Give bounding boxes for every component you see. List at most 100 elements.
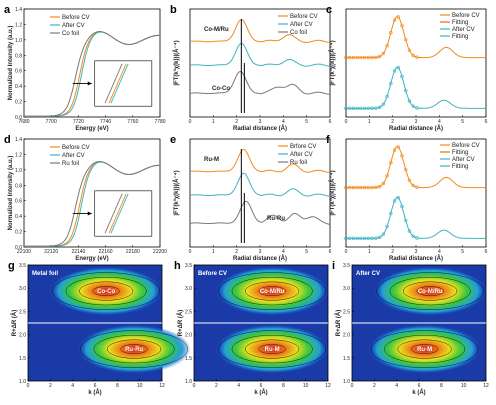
y-tick-label: 2.0: [185, 333, 192, 339]
panel-label-a: a: [4, 4, 11, 16]
annotation-1: Co-M/Ru: [204, 27, 229, 33]
x-tick-label: 4: [71, 383, 74, 389]
series-line-0: [189, 19, 331, 43]
x-tick-label: 22100: [17, 249, 31, 255]
spot-label: Co-M/Ru: [260, 289, 285, 295]
legend-entry: Brfore CV: [290, 144, 316, 150]
contour-line: [79, 281, 134, 301]
y-tick-label: 0.2: [15, 230, 22, 236]
inset-box: [94, 60, 153, 107]
y-tick-label: 1.4: [15, 137, 22, 143]
x-tick-label: 12: [159, 383, 165, 389]
x-tick-label: 10: [303, 383, 309, 389]
wavelet-intensity: [49, 266, 163, 316]
spot-label: Ru-Ru: [125, 347, 143, 353]
annotation-2: Co-Co: [212, 86, 230, 92]
contour-line: [384, 334, 465, 364]
inset-arrow-head: [87, 211, 92, 216]
series-line: [346, 16, 486, 59]
y-tick-label: 2.5: [19, 309, 26, 315]
fit-point: [407, 99, 412, 103]
series-line: [346, 66, 486, 109]
y-tick-label: 3.5: [185, 263, 192, 269]
y-axis-label: R+ΔR (Å): [11, 310, 18, 336]
contour-line: [218, 330, 326, 368]
legend-entry: After CV: [62, 23, 85, 29]
y-tick-label: 2.0: [343, 333, 350, 339]
series-line-0: [189, 149, 331, 173]
x-tick-label: 0: [193, 383, 196, 389]
legend-entry: Co foil: [62, 31, 79, 37]
x-tick-label: 8: [116, 383, 119, 389]
wavelet-title: After CV: [356, 271, 380, 277]
y-tick-label: 0.2: [15, 100, 22, 106]
x-tick-label: 0: [27, 383, 30, 389]
contour-line: [389, 276, 471, 306]
fit-point: [411, 183, 415, 188]
legend-entry: Before CV: [290, 14, 318, 20]
y-tick-label: 1.2: [15, 152, 22, 158]
contour-line: [231, 334, 313, 364]
x-tick-label: 3: [415, 249, 418, 255]
series-line: [346, 196, 486, 239]
y-tick-label: 1.0: [15, 38, 22, 44]
x-axis-label: Energy (eV): [75, 256, 108, 262]
panel-a: a 7680 7700 7720 7740 7760 7780 Energy (eV) Norm…: [4, 4, 166, 132]
x-tick-label: 22120: [44, 249, 58, 255]
inset-arrow-head: [87, 81, 92, 86]
panel-label-h: h: [174, 260, 181, 272]
legend-entry: Before CV: [62, 145, 90, 151]
x-tick-label: 6: [485, 119, 488, 125]
x-tick-label: 4: [395, 383, 398, 389]
y-axis-label: |FT(k³χ(k))|(Å⁻⁴): [173, 170, 180, 215]
contour-line: [120, 344, 148, 354]
panel-i: i 0 2 4 6 8 10 12 k (Å) R+ΔR (Å) 1.0 1.5 2.0 2.5 3.0 3.…: [332, 260, 489, 396]
x-axis-label: Radial distance (Å): [233, 125, 287, 132]
series-line-2: [190, 70, 331, 95]
x-tick-label: 7720: [73, 119, 84, 125]
wavelet-title: Before CV: [198, 271, 227, 277]
x-tick-label: 5: [461, 249, 464, 255]
x-tick-label: 3: [259, 249, 262, 255]
x-tick-label: 3: [415, 119, 418, 125]
legend-entry: After CV: [452, 157, 475, 163]
contour-line: [245, 339, 300, 359]
x-axis-label: Radial distance (Å): [233, 255, 287, 262]
y-tick-label: 2.0: [19, 333, 26, 339]
x-tick-label: 0: [345, 249, 348, 255]
y-axis-label: |FT(k³χ(k))|(Å⁻⁴): [173, 40, 180, 85]
fit-point: [381, 181, 386, 186]
x-tick-label: 6: [418, 383, 421, 389]
x-tick-label: 6: [329, 119, 332, 125]
fit-point: [381, 232, 386, 236]
x-tick-label: 0: [189, 249, 192, 255]
fit-point: [411, 53, 415, 58]
inset-line: [108, 193, 127, 234]
x-tick-label: 0: [351, 383, 354, 389]
x-tick-label: 0: [345, 119, 348, 125]
contour-line: [258, 344, 286, 354]
spot-label: Ru-M: [265, 347, 280, 353]
x-tick-label: 4: [438, 119, 441, 125]
x-tick-label: 6: [485, 249, 488, 255]
x-tick-label: 4: [237, 383, 240, 389]
y-tick-label: 3.5: [343, 263, 350, 269]
y-tick-label: 0.4: [15, 84, 22, 90]
annotation-2: Ru-Ru: [267, 216, 285, 222]
legend-entry: Ru foil: [290, 160, 307, 166]
x-tick-label: 2: [49, 383, 52, 389]
legend-entry: After CV: [290, 152, 313, 158]
x-tick-label: 7740: [100, 119, 111, 125]
x-tick-label: 5: [461, 119, 464, 125]
y-tick-label: 2.5: [343, 309, 350, 315]
inset-line: [104, 193, 123, 234]
wavelet-intensity: [215, 324, 329, 374]
x-tick-label: 12: [325, 383, 331, 389]
series-line: [346, 146, 486, 189]
x-tick-label: 8: [440, 383, 443, 389]
fit-point: [381, 102, 386, 106]
x-axis-label: k (Å): [254, 389, 267, 396]
series-line-2: [24, 31, 160, 117]
panel-label-c: c: [326, 4, 332, 16]
fit-point: [407, 48, 412, 52]
